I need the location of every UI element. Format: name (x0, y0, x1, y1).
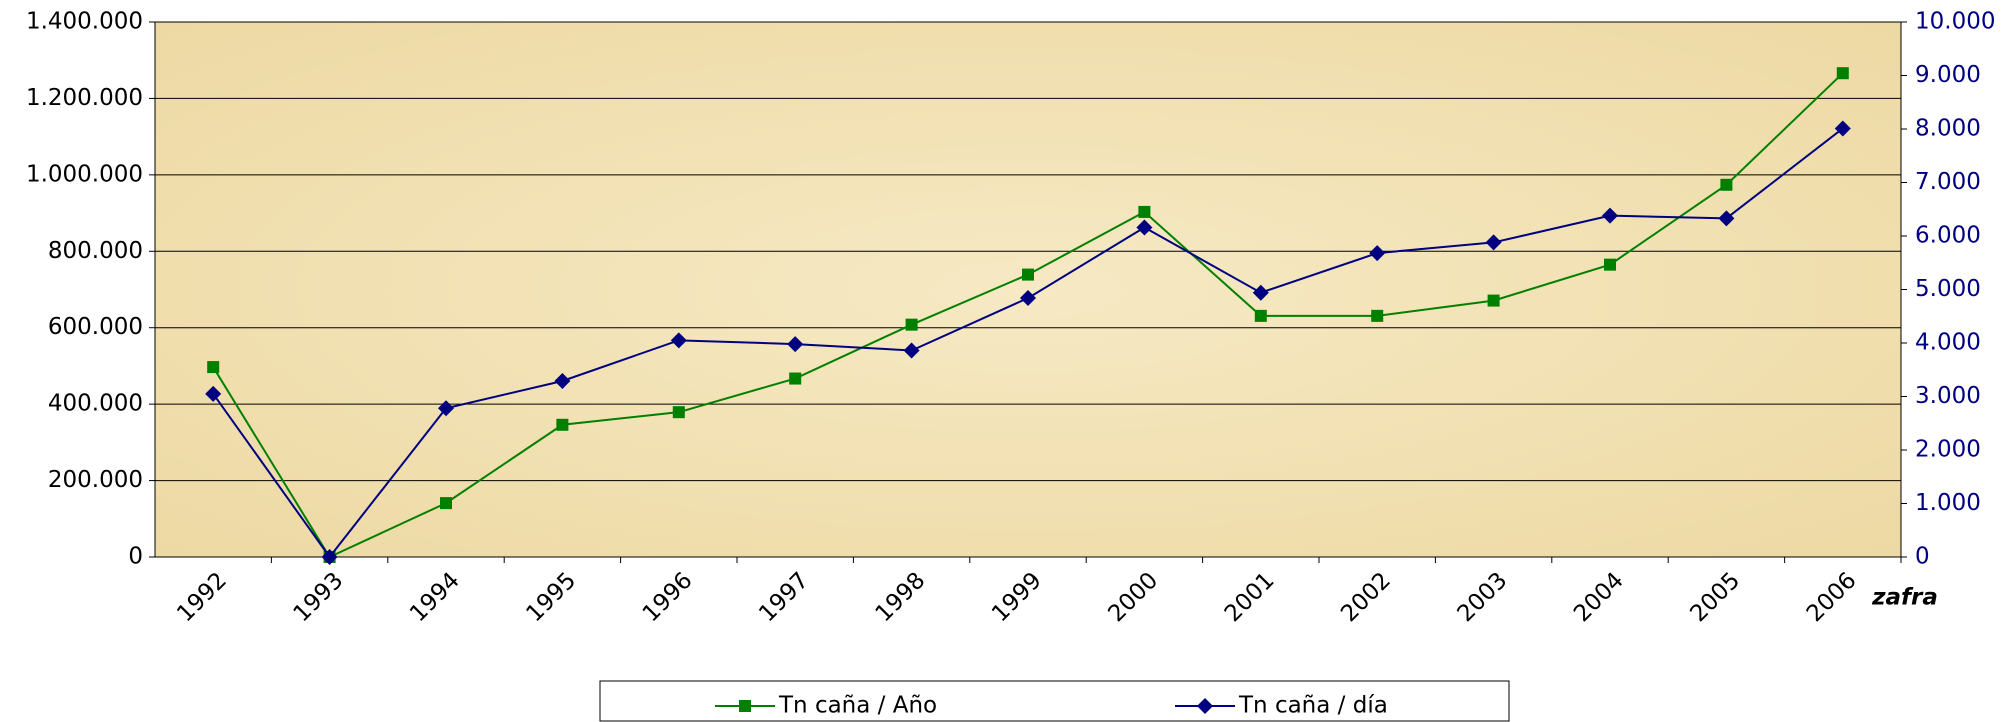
y2-tick-label: 1.000 (1915, 490, 1981, 516)
marker (1485, 234, 1502, 251)
legend (599, 680, 1510, 722)
marker (321, 549, 338, 565)
y2-tick-label: 5.000 (1915, 276, 1981, 302)
marker (205, 385, 222, 402)
marker (1834, 120, 1851, 137)
marker (670, 332, 687, 349)
marker (905, 318, 918, 331)
marker (903, 342, 920, 359)
y2-tick-label: 10.000 (1915, 9, 1995, 35)
y2-tick-label: 0 (1915, 544, 1930, 570)
marker (1254, 309, 1267, 322)
marker (1138, 205, 1151, 218)
y2-tick-label: 2.000 (1915, 437, 1981, 463)
marker (438, 400, 454, 417)
x-tick-label: 2000 (1103, 567, 1163, 627)
y2-tick-label: 3.000 (1915, 383, 1981, 409)
marker (1602, 207, 1618, 224)
x-tick-label: 2006 (1802, 567, 1862, 627)
x-tick-label: 2004 (1569, 567, 1629, 627)
x-tick-label: 2001 (1220, 567, 1280, 627)
marker (1371, 309, 1384, 322)
x-axis-label: zafra (1871, 585, 1938, 611)
y-tick-label: 800.000 (48, 238, 143, 264)
y-tick-label: 400.000 (48, 391, 143, 417)
marker (1718, 210, 1735, 227)
marker (787, 336, 804, 353)
marker (1197, 698, 1213, 714)
marker (1604, 258, 1616, 271)
y-tick-label: 600.000 (48, 314, 143, 340)
y-tick-label: 1.000.000 (26, 161, 143, 187)
marker (1487, 294, 1500, 307)
marker (207, 361, 220, 374)
y2-tick-label: 6.000 (1915, 223, 1981, 249)
marker (1720, 178, 1733, 191)
y2-tick-label: 9.000 (1915, 62, 1981, 88)
x-tick-label: 2002 (1336, 567, 1396, 627)
x-tick-label: 1994 (405, 567, 465, 627)
marker (1136, 219, 1153, 236)
marker (556, 418, 569, 431)
x-tick-label: 1999 (987, 567, 1047, 627)
legend-label: Tn caña / día (1238, 693, 1388, 719)
x-tick-label: 1998 (871, 567, 931, 627)
marker (554, 372, 571, 389)
x-tick-label: 1996 (638, 567, 698, 627)
marker (440, 497, 452, 510)
y2-tick-label: 4.000 (1915, 330, 1981, 356)
y2-tick-label: 8.000 (1915, 116, 1981, 142)
legend-label: Tn caña / Año (778, 693, 937, 719)
x-tick-label: 1992 (172, 567, 232, 627)
marker (1022, 268, 1034, 281)
x-tick-label: 2003 (1453, 567, 1513, 627)
marker (672, 406, 685, 419)
x-tick-label: 1997 (754, 567, 814, 627)
y-tick-label: 1.200.000 (26, 85, 143, 111)
x-tick-label: 1995 (521, 567, 581, 627)
y-tick-label: 200.000 (48, 467, 143, 493)
x-tick-label: 2005 (1685, 567, 1745, 627)
marker (1252, 284, 1269, 301)
plot-area (154, 21, 1902, 558)
y2-tick-label: 7.000 (1915, 169, 1981, 195)
marker (1369, 245, 1386, 262)
y-tick-label: 1.400.000 (26, 9, 143, 35)
y-tick-label: 0 (128, 544, 143, 570)
marker (739, 700, 751, 712)
marker (1020, 290, 1036, 307)
x-tick-label: 1993 (289, 567, 349, 627)
marker (1836, 67, 1849, 80)
marker (789, 372, 802, 385)
